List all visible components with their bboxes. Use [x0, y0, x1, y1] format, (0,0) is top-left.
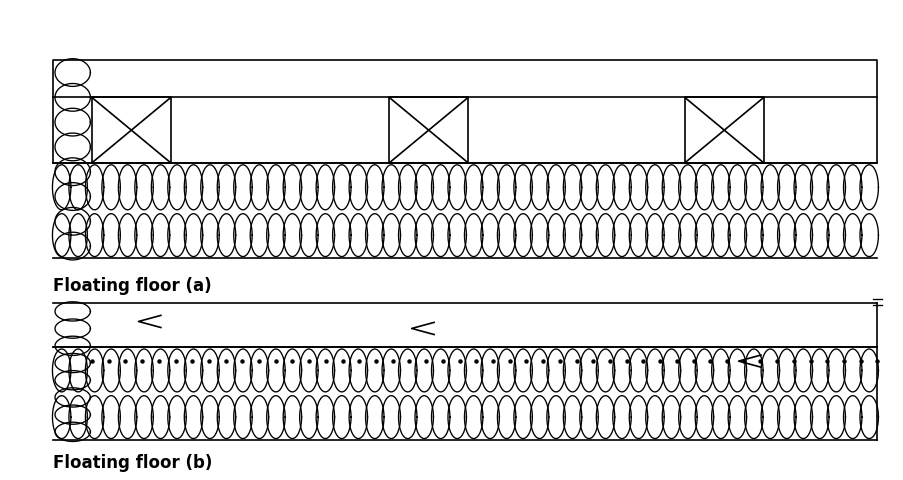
- Text: Floating floor (a): Floating floor (a): [53, 277, 212, 295]
- Text: Floating floor (b): Floating floor (b): [53, 455, 212, 472]
